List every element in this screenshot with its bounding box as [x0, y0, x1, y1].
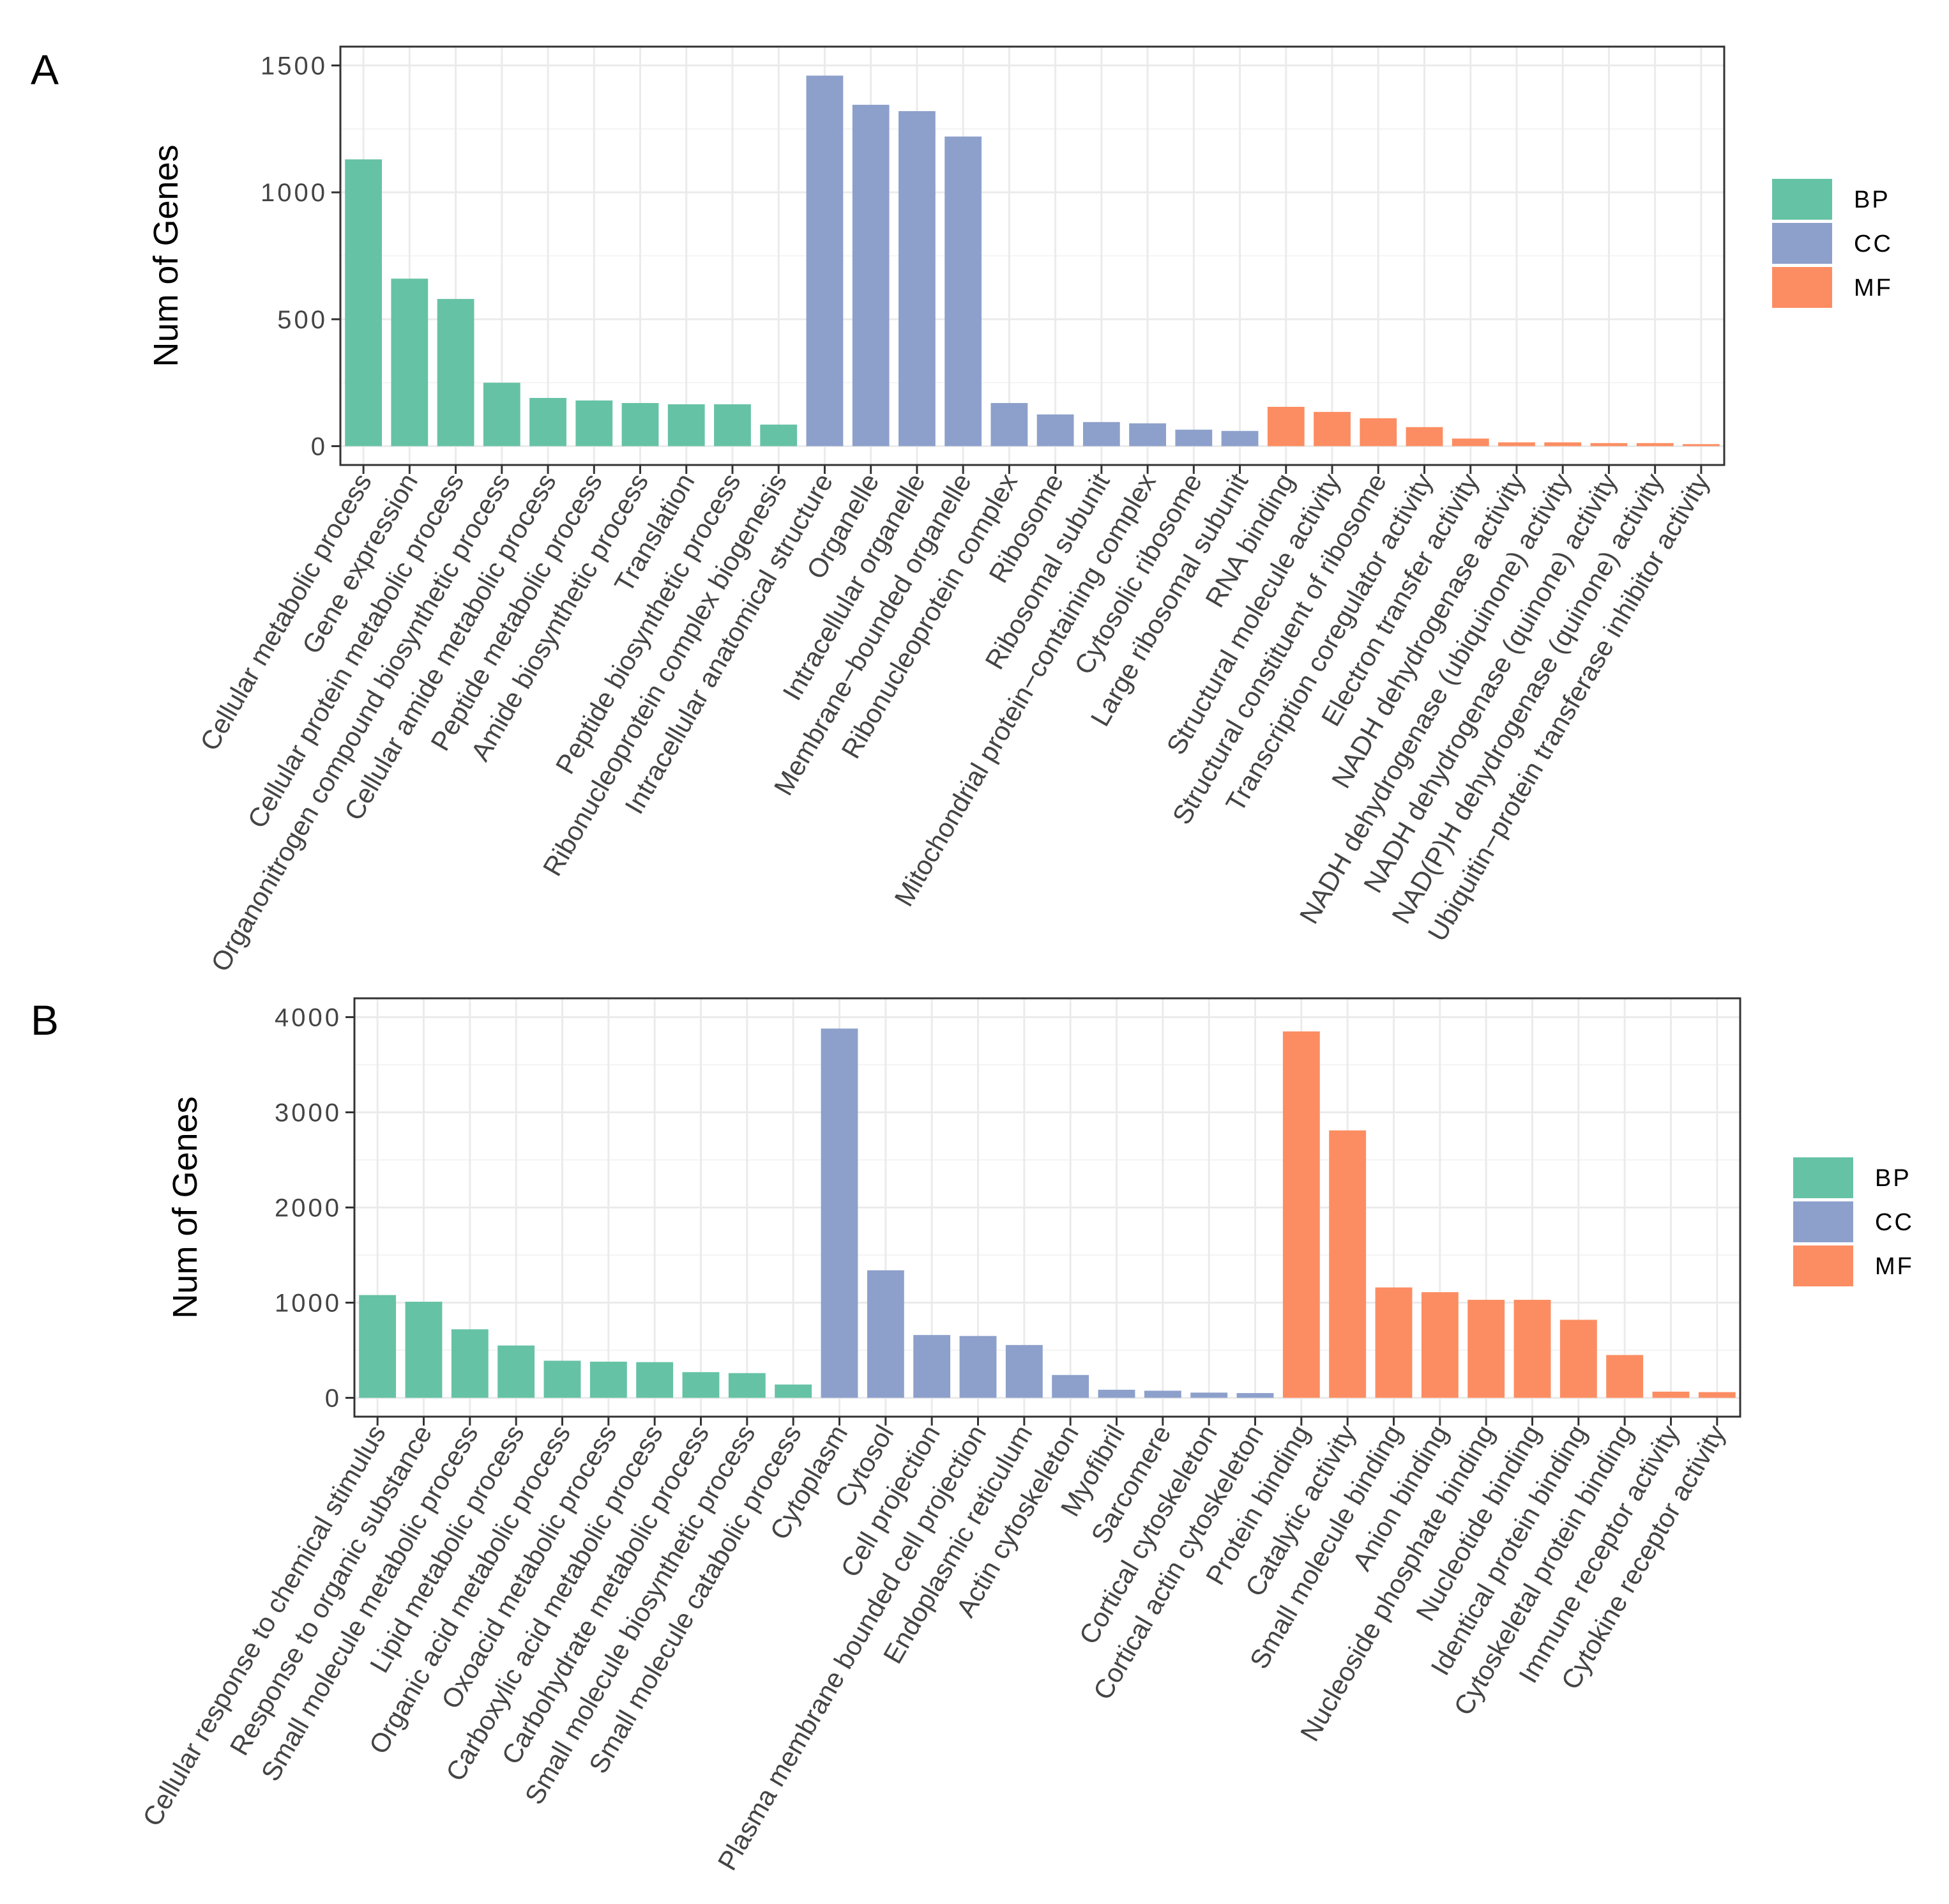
gridlines	[354, 998, 1740, 1417]
bar	[899, 111, 936, 446]
bars	[359, 1028, 1736, 1398]
bar	[1636, 443, 1674, 446]
legend-label-mf: MF	[1875, 1253, 1914, 1280]
bar	[959, 1336, 997, 1398]
bar	[621, 402, 659, 446]
y-axis-label: Num of Genes	[166, 1096, 204, 1318]
bar	[1698, 1392, 1736, 1398]
bar	[944, 136, 982, 446]
bar	[1360, 418, 1397, 446]
bar	[1606, 1355, 1644, 1398]
panel-letter-a: A	[31, 46, 59, 93]
bar	[1544, 442, 1582, 446]
y-axis-label: Num of Genes	[147, 144, 185, 367]
bar	[1452, 438, 1489, 446]
legend-label-bp: BP	[1854, 187, 1890, 213]
bar	[775, 1384, 812, 1398]
bar	[529, 398, 566, 446]
bar	[867, 1270, 904, 1398]
bar	[451, 1329, 489, 1398]
bar	[497, 1345, 535, 1398]
bar	[1236, 1393, 1274, 1398]
bars	[345, 75, 1720, 446]
y-tick-label: 4000	[275, 1003, 342, 1032]
bar	[1282, 1031, 1320, 1398]
legend-swatch-cc	[1793, 1201, 1853, 1242]
bar	[483, 383, 520, 446]
bar	[1329, 1130, 1367, 1398]
y-tick-label: 500	[277, 306, 328, 334]
bar	[1082, 422, 1120, 446]
legend-label-cc: CC	[1854, 231, 1893, 257]
y-tick-label: 0	[325, 1385, 342, 1413]
y-tick-label: 1000	[275, 1290, 342, 1318]
bar	[1498, 442, 1535, 446]
legend: BP CC MF	[1793, 1157, 1914, 1286]
y-tick-label: 2000	[275, 1194, 342, 1222]
bar	[913, 1335, 951, 1398]
legend-swatch-mf	[1793, 1245, 1853, 1286]
bar	[1221, 430, 1259, 446]
panel-letter-b: B	[31, 996, 59, 1044]
y-tick-label: 3000	[275, 1099, 342, 1127]
bar	[1175, 429, 1213, 446]
bar	[714, 404, 751, 446]
bar	[1513, 1300, 1551, 1398]
y-tick-label: 1000	[261, 179, 328, 207]
legend-swatch-bp	[1772, 179, 1832, 220]
bar	[437, 299, 474, 446]
plot-frame	[339, 45, 1725, 466]
bar	[589, 1361, 627, 1398]
bar	[345, 159, 383, 446]
bar	[728, 1373, 766, 1398]
bar	[1190, 1392, 1228, 1398]
bar	[1129, 423, 1166, 446]
bar	[990, 402, 1028, 446]
y-tick-label: 0	[311, 433, 328, 461]
bar	[1314, 411, 1351, 446]
bar	[1652, 1391, 1690, 1398]
bar	[359, 1295, 397, 1398]
bar	[1144, 1390, 1181, 1398]
legend-swatch-bp	[1793, 1157, 1853, 1198]
legend-swatch-cc	[1772, 223, 1832, 264]
bar	[667, 404, 705, 446]
legend-label-mf: MF	[1854, 275, 1893, 301]
bar	[806, 75, 844, 446]
bar	[575, 400, 613, 446]
legend-label-cc: CC	[1875, 1209, 1914, 1236]
bar	[852, 105, 890, 446]
bar	[1005, 1344, 1043, 1398]
bar	[1052, 1375, 1089, 1398]
bar	[682, 1372, 720, 1398]
bar	[1036, 414, 1074, 446]
bar	[760, 424, 798, 446]
bar	[1375, 1287, 1413, 1398]
bar	[1590, 443, 1628, 446]
bar	[1098, 1389, 1135, 1398]
bar	[1406, 427, 1443, 446]
y-axis-ticks: 0 500 1000 1500	[261, 52, 340, 461]
y-axis-ticks: 0 1000 2000 3000 4000	[275, 1003, 354, 1413]
legend-swatch-mf	[1772, 267, 1832, 308]
x-axis-ticks: Cellular response to chemical stimulusRe…	[137, 1417, 1731, 1875]
bar	[1467, 1300, 1505, 1398]
bar	[405, 1302, 443, 1398]
bar	[1421, 1292, 1459, 1398]
bar	[821, 1028, 858, 1398]
bar	[1267, 406, 1305, 446]
panel-a: A Num of Genes 0 500 1000 1500 Cellular metabo…	[31, 45, 1893, 977]
legend: BP CC MF	[1772, 179, 1893, 308]
bar	[1682, 444, 1720, 446]
legend-label-bp: BP	[1875, 1165, 1911, 1192]
bar	[391, 278, 428, 446]
y-tick-label: 1500	[261, 52, 328, 80]
bar	[636, 1362, 674, 1398]
bar	[1559, 1320, 1597, 1398]
bar	[543, 1360, 581, 1398]
panel-b: B Num of Genes 0 1000 2000 3000 4000 Cellular r…	[31, 996, 1914, 1875]
